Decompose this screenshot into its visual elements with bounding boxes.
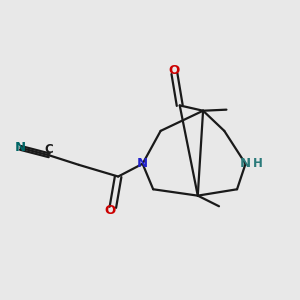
Text: O: O	[104, 204, 116, 218]
Text: N: N	[240, 157, 251, 170]
Text: O: O	[169, 64, 180, 76]
Text: N: N	[15, 141, 26, 154]
Text: N: N	[137, 157, 148, 170]
Text: C: C	[45, 143, 53, 157]
Text: H: H	[253, 157, 263, 170]
